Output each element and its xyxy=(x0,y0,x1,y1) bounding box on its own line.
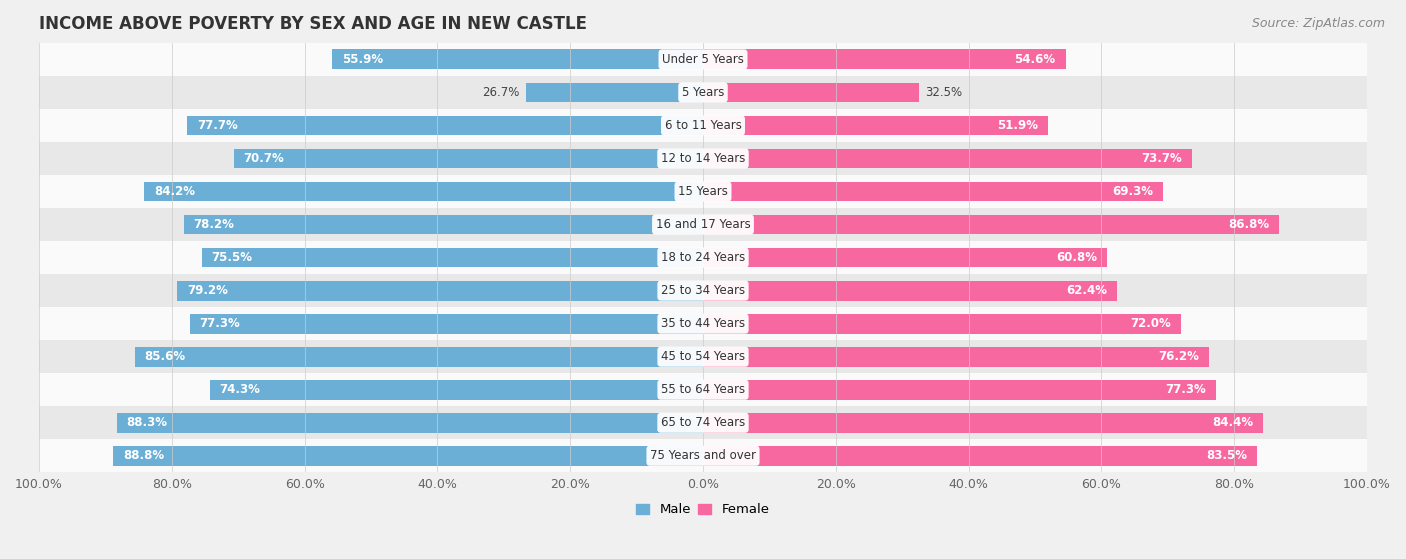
Text: 45 to 54 Years: 45 to 54 Years xyxy=(661,350,745,363)
Text: 54.6%: 54.6% xyxy=(1015,53,1056,66)
Bar xyxy=(143,182,703,201)
Text: 74.3%: 74.3% xyxy=(219,383,260,396)
Bar xyxy=(39,373,1367,406)
Bar xyxy=(39,175,1367,208)
Bar xyxy=(39,43,1367,76)
Text: 16 and 17 Years: 16 and 17 Years xyxy=(655,218,751,231)
Bar xyxy=(703,413,1264,433)
Text: 84.4%: 84.4% xyxy=(1212,416,1254,429)
Text: 84.2%: 84.2% xyxy=(153,185,195,198)
Text: INCOME ABOVE POVERTY BY SEX AND AGE IN NEW CASTLE: INCOME ABOVE POVERTY BY SEX AND AGE IN N… xyxy=(39,15,586,33)
Bar xyxy=(703,347,1209,367)
Bar xyxy=(703,248,1107,268)
Bar xyxy=(135,347,703,367)
Bar xyxy=(39,109,1367,142)
Text: 35 to 44 Years: 35 to 44 Years xyxy=(661,317,745,330)
Text: 25 to 34 Years: 25 to 34 Years xyxy=(661,284,745,297)
Bar xyxy=(39,208,1367,241)
Bar xyxy=(39,340,1367,373)
Text: 86.8%: 86.8% xyxy=(1229,218,1270,231)
Text: 18 to 24 Years: 18 to 24 Years xyxy=(661,251,745,264)
Bar xyxy=(39,142,1367,175)
Bar xyxy=(201,248,703,268)
Bar xyxy=(184,215,703,234)
Text: 76.2%: 76.2% xyxy=(1159,350,1199,363)
Text: 77.7%: 77.7% xyxy=(197,119,238,132)
Bar xyxy=(39,439,1367,472)
Text: 83.5%: 83.5% xyxy=(1206,449,1247,462)
Text: 5 Years: 5 Years xyxy=(682,86,724,99)
Text: 75.5%: 75.5% xyxy=(211,251,253,264)
Bar xyxy=(703,182,1163,201)
Bar xyxy=(177,281,703,301)
Bar xyxy=(233,149,703,168)
Bar xyxy=(703,50,1066,69)
Bar xyxy=(39,241,1367,274)
Bar xyxy=(703,215,1279,234)
Text: 69.3%: 69.3% xyxy=(1112,185,1153,198)
Text: 79.2%: 79.2% xyxy=(187,284,228,297)
Text: 55.9%: 55.9% xyxy=(342,53,382,66)
Bar xyxy=(526,83,703,102)
Bar xyxy=(703,83,918,102)
Text: 51.9%: 51.9% xyxy=(997,119,1038,132)
Text: 62.4%: 62.4% xyxy=(1066,284,1108,297)
Text: 60.8%: 60.8% xyxy=(1056,251,1097,264)
Text: 88.3%: 88.3% xyxy=(127,416,167,429)
Bar xyxy=(39,76,1367,109)
Bar xyxy=(332,50,703,69)
Bar xyxy=(209,380,703,400)
Text: 77.3%: 77.3% xyxy=(200,317,240,330)
Text: 73.7%: 73.7% xyxy=(1142,152,1182,165)
Bar xyxy=(187,116,703,135)
Text: 55 to 64 Years: 55 to 64 Years xyxy=(661,383,745,396)
Bar xyxy=(190,314,703,334)
Text: Source: ZipAtlas.com: Source: ZipAtlas.com xyxy=(1251,17,1385,30)
Text: 88.8%: 88.8% xyxy=(124,449,165,462)
Text: Under 5 Years: Under 5 Years xyxy=(662,53,744,66)
Bar xyxy=(39,274,1367,307)
Text: 70.7%: 70.7% xyxy=(243,152,284,165)
Bar xyxy=(703,380,1216,400)
Text: 85.6%: 85.6% xyxy=(145,350,186,363)
Text: 65 to 74 Years: 65 to 74 Years xyxy=(661,416,745,429)
Bar xyxy=(703,446,1257,466)
Text: 26.7%: 26.7% xyxy=(482,86,519,99)
Bar xyxy=(703,314,1181,334)
Text: 72.0%: 72.0% xyxy=(1130,317,1171,330)
Text: 75 Years and over: 75 Years and over xyxy=(650,449,756,462)
Bar xyxy=(114,446,703,466)
Bar xyxy=(703,116,1047,135)
Text: 15 Years: 15 Years xyxy=(678,185,728,198)
Bar xyxy=(117,413,703,433)
Text: 77.3%: 77.3% xyxy=(1166,383,1206,396)
Bar xyxy=(703,149,1192,168)
Bar xyxy=(39,307,1367,340)
Bar xyxy=(703,281,1118,301)
Bar xyxy=(39,406,1367,439)
Text: 12 to 14 Years: 12 to 14 Years xyxy=(661,152,745,165)
Text: 78.2%: 78.2% xyxy=(194,218,235,231)
Text: 32.5%: 32.5% xyxy=(925,86,963,99)
Legend: Male, Female: Male, Female xyxy=(631,498,775,522)
Text: 6 to 11 Years: 6 to 11 Years xyxy=(665,119,741,132)
